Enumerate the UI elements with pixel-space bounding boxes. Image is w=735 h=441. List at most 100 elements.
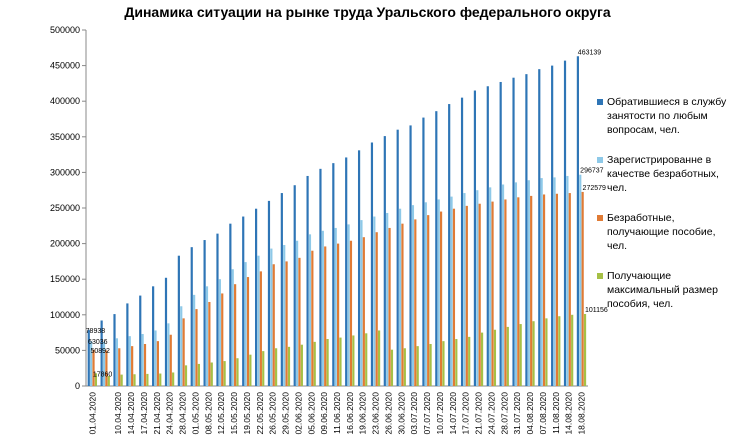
y-tick-label: 400000 <box>50 96 80 106</box>
bar-3-33 <box>504 199 507 386</box>
bar-3-11 <box>221 293 224 386</box>
bar-3-28 <box>439 211 443 386</box>
x-tick-label: 05.06.2020 <box>306 392 316 435</box>
bar-1-18 <box>306 175 309 386</box>
legend-swatch-applicants <box>597 99 603 105</box>
bar-3-31 <box>478 203 481 386</box>
bar-4-29 <box>455 339 458 386</box>
legend-label-benefit: Безработные, получающие пособие, чел. <box>607 212 716 252</box>
bar-2-10 <box>205 286 209 386</box>
bar-2-18 <box>308 234 312 386</box>
data-label: 50892 <box>90 348 110 355</box>
legend-item-benefit: Безработные, получающие пособие, чел. <box>597 211 732 253</box>
bar-1-20 <box>332 163 335 386</box>
data-label: 296737 <box>580 168 603 175</box>
x-tick-label: 19.05.2020 <box>242 392 252 435</box>
bar-4-22 <box>365 333 368 386</box>
y-tick-label: 350000 <box>50 132 80 142</box>
bar-1-17 <box>293 185 296 386</box>
x-tick-label: 16.06.2020 <box>345 392 355 435</box>
bar-1-32 <box>486 86 489 386</box>
data-label: 17860 <box>93 371 113 378</box>
bar-1-13 <box>242 216 245 386</box>
data-label: 78938 <box>86 328 106 335</box>
x-tick-label: 09.06.2020 <box>319 392 329 435</box>
x-tick-label: 19.06.2020 <box>358 392 368 435</box>
bar-4-21 <box>352 335 355 386</box>
x-tick-label: 01.05.2020 <box>190 392 200 435</box>
x-tick-label: 30.06.2020 <box>396 392 406 435</box>
data-label: 101156 <box>585 307 608 314</box>
bar-4-31 <box>480 332 484 386</box>
bar-3-10 <box>208 301 211 386</box>
bar-4-27 <box>429 343 432 386</box>
x-tick-label: 21.04.2020 <box>152 392 162 435</box>
bar-4-39 <box>583 313 587 386</box>
bar-2-28 <box>437 199 440 386</box>
bar-3-19 <box>324 246 327 386</box>
x-tick-label: 26.05.2020 <box>268 392 278 435</box>
x-tick-label: 14.08.2020 <box>564 392 574 435</box>
bar-2-7 <box>167 323 170 386</box>
bar-2-4 <box>128 336 131 386</box>
bar-1-38 <box>563 60 567 387</box>
bar-1-2 <box>100 320 103 386</box>
bar-1-8 <box>177 255 180 386</box>
bar-4-6 <box>159 373 162 386</box>
bar-4-19 <box>326 339 329 386</box>
bar-4-12 <box>236 358 239 386</box>
bar-3-6 <box>156 341 159 386</box>
bar-2-17 <box>296 240 299 386</box>
bar-4-13 <box>249 354 252 386</box>
bar-1-11 <box>216 233 219 386</box>
bar-3-21 <box>349 240 353 386</box>
bar-4-37 <box>558 316 561 386</box>
bar-2-15 <box>270 248 273 386</box>
bar-4-36 <box>545 318 548 386</box>
bar-1-3 <box>113 314 116 386</box>
bar-3-37 <box>555 193 559 386</box>
x-tick-label: 11.06.2020 <box>332 392 342 434</box>
legend-label-max-benefit: Получающие максимальный размер пособия, … <box>607 270 718 310</box>
bar-1-6 <box>152 286 155 386</box>
bar-3-32 <box>491 201 494 386</box>
bar-4-7 <box>172 372 175 386</box>
bar-3-36 <box>542 194 546 386</box>
bar-2-8 <box>180 306 183 386</box>
bar-3-20 <box>337 243 340 386</box>
x-tick-label: 14.04.2020 <box>126 392 136 435</box>
bar-1-15 <box>267 200 271 386</box>
bar-4-26 <box>416 346 419 386</box>
bar-1-1 <box>87 329 90 386</box>
bar-1-5 <box>139 295 142 386</box>
bar-2-9 <box>193 294 196 386</box>
bar-2-16 <box>283 245 286 386</box>
bar-2-6 <box>154 330 157 386</box>
bar-2-12 <box>231 269 234 386</box>
x-tick-label: 17.04.2020 <box>139 392 149 435</box>
bar-3-5 <box>143 343 147 386</box>
x-tick-label: 04.08.2020 <box>525 392 535 435</box>
y-tick-label: 450000 <box>50 61 80 71</box>
x-tick-label: 14.07.2020 <box>448 392 458 435</box>
bar-2-22 <box>360 220 363 386</box>
x-tick-label: 01.04.2020 <box>87 392 97 435</box>
x-tick-label: 03.07.2020 <box>409 392 419 435</box>
bar-3-3 <box>118 348 121 386</box>
bar-2-29 <box>450 196 453 386</box>
bar-3-30 <box>465 205 468 386</box>
bar-4-33 <box>506 326 509 386</box>
chart-title: Динамика ситуации на рынке труда Уральск… <box>124 4 611 20</box>
bar-2-13 <box>244 262 247 386</box>
bar-2-36 <box>540 178 543 386</box>
y-tick-label: 100000 <box>50 310 80 320</box>
bar-4-20 <box>339 337 342 386</box>
legend-swatch-max-benefit <box>597 273 603 279</box>
x-tick-label: 15.05.2020 <box>229 392 239 435</box>
x-tick-label: 29.05.2020 <box>281 392 291 435</box>
bar-2-20 <box>334 227 337 386</box>
bar-1-4 <box>126 303 129 386</box>
bar-2-34 <box>514 182 518 386</box>
bar-3-17 <box>298 257 301 386</box>
bar-2-2 <box>102 341 106 386</box>
